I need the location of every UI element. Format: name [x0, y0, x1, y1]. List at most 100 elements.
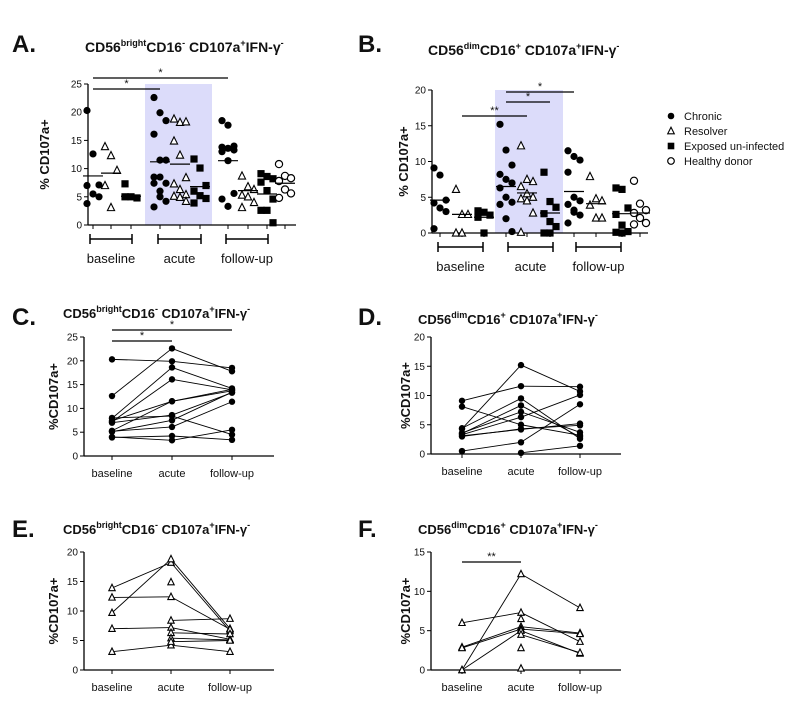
connecting-line [520, 411, 581, 433]
data-point-chronic [89, 190, 97, 198]
subject-line [458, 401, 584, 455]
data-point-exposed-uninfected [480, 229, 488, 237]
title-text: CD107a [506, 522, 558, 537]
data-point-healthy-donor [286, 173, 296, 183]
data-point-chronic [576, 197, 584, 205]
data-point-chronic [150, 203, 158, 211]
data-point-exposed-uninfected [612, 210, 620, 219]
data-point-exposed-uninfected [133, 194, 141, 202]
data-point-healthy-donor [641, 218, 651, 228]
data-point-chronic [150, 179, 158, 187]
data-point-exposed-uninfected [257, 170, 265, 178]
connecting-line [111, 415, 173, 419]
data-point-chronic [564, 147, 572, 155]
y-tick-label: 15 [414, 362, 426, 373]
y-tick-label: 5 [72, 428, 78, 439]
data-point-chronic [228, 398, 236, 405]
data-point-resolver [166, 615, 176, 624]
data-point-chronic [570, 208, 578, 216]
data-point-exposed-uninfected [546, 229, 554, 237]
subject-line [516, 629, 585, 656]
title-superscript: - [595, 310, 598, 320]
data-point-exposed-uninfected [552, 222, 560, 231]
title-text: CD56 [428, 42, 464, 58]
connecting-line [170, 640, 231, 643]
group-follow-up-chronic [564, 147, 584, 227]
data-point-chronic [458, 425, 466, 432]
significance-label: * [170, 319, 175, 331]
group-follow-up-chronic [218, 117, 238, 210]
title-superscript: dim [451, 310, 467, 320]
title-superscript: - [155, 304, 158, 314]
data-point-chronic [458, 447, 466, 455]
data-point-chronic [230, 189, 238, 198]
timepoint-bracket [225, 234, 269, 244]
data-point-resolver [516, 140, 526, 150]
title-text: CD16 [122, 306, 155, 321]
significance-label: ** [487, 551, 496, 563]
x-tick-label-acute: acute [508, 466, 535, 478]
data-point-resolver [457, 643, 467, 652]
data-point-chronic [458, 429, 466, 437]
connecting-line [170, 632, 231, 635]
y-tick-label: 5 [419, 626, 425, 637]
y-tick-label: 10 [67, 607, 79, 618]
data-point-resolver [175, 192, 185, 202]
y-tick-label: 0 [419, 666, 425, 677]
data-point-chronic [218, 195, 226, 203]
data-point-exposed-uninfected [257, 178, 265, 186]
title-text: IFN-γ [562, 312, 595, 327]
group-acute-chronic [150, 93, 170, 211]
data-point-chronic [502, 146, 510, 154]
data-point-resolver [181, 116, 191, 126]
connecting-line [520, 364, 581, 392]
x-tick-label-follow-up: follow-up [208, 682, 252, 694]
title-text: CD107a [506, 312, 558, 327]
title-text: CD107a [185, 39, 240, 55]
subject-line [458, 382, 584, 404]
data-point-chronic [576, 429, 584, 436]
connecting-line [111, 419, 173, 433]
data-point-exposed-uninfected [190, 187, 198, 195]
data-point-resolver [528, 207, 538, 217]
data-point-chronic [83, 106, 91, 115]
connecting-line [461, 612, 522, 624]
data-point-resolver [237, 202, 247, 212]
data-point-resolver [100, 141, 110, 151]
significance-label: ** [490, 105, 499, 117]
y-tick-label: 0 [72, 666, 78, 677]
data-point-exposed-uninfected [486, 211, 494, 219]
subject-line [108, 376, 236, 425]
connecting-line [461, 441, 522, 452]
title-text: CD16 [146, 39, 182, 55]
title-superscript: - [595, 520, 598, 530]
data-point-chronic [576, 442, 584, 450]
group-acute-chronic [496, 120, 516, 236]
y-tick-label: 15 [415, 121, 427, 132]
connecting-line [111, 558, 172, 614]
connecting-line [111, 644, 172, 653]
x-tick-label-baseline: baseline [442, 466, 483, 478]
connecting-line [461, 406, 522, 426]
title-text: IFN-γ [562, 522, 595, 537]
y-tick-label: 25 [71, 80, 83, 91]
panel-letter: C. [12, 304, 36, 331]
data-point-chronic [168, 398, 176, 405]
y-tick-label: 10 [71, 164, 83, 175]
data-point-chronic [89, 150, 97, 158]
data-point-resolver [175, 149, 185, 159]
data-point-healthy-donor [629, 176, 639, 186]
group-acute-exposed-un-infected [540, 168, 560, 237]
data-point-exposed-uninfected [263, 172, 271, 181]
data-point-chronic [228, 368, 236, 375]
y-tick-label: 0 [419, 450, 425, 461]
data-point-exposed-uninfected [618, 229, 626, 237]
connecting-line [520, 612, 581, 643]
data-point-resolver [166, 591, 176, 601]
data-point-chronic [168, 376, 176, 383]
y-tick-label: 0 [420, 229, 426, 240]
data-point-chronic [150, 130, 158, 138]
y-axis-label: %CD107a+ [46, 363, 61, 430]
connecting-line [111, 400, 173, 432]
data-point-resolver [575, 647, 585, 656]
